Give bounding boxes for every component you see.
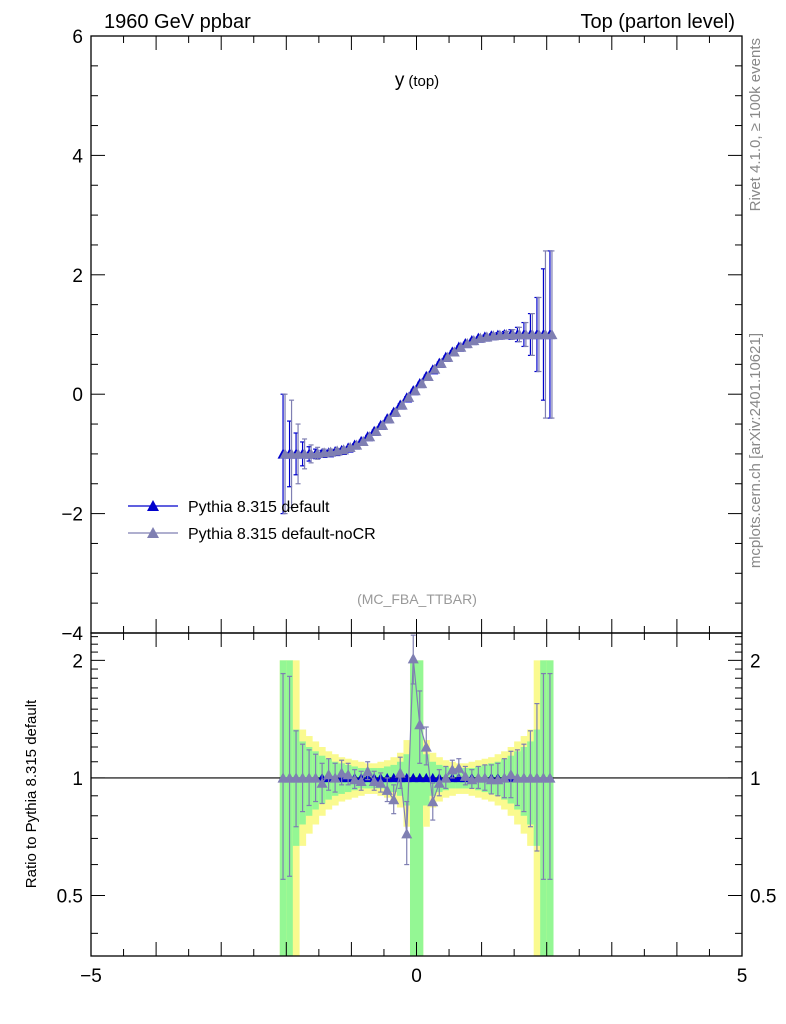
nocr-point bbox=[351, 439, 363, 450]
main-title-var: y bbox=[395, 70, 405, 91]
nocr-point bbox=[442, 351, 454, 362]
main-ytick-label: −2 bbox=[61, 505, 83, 526]
nocr-point bbox=[357, 435, 369, 447]
ratio-ytick-label-right: 2 bbox=[750, 651, 761, 672]
ratio-xtick-label: 0 bbox=[411, 966, 422, 987]
nocr-point bbox=[383, 413, 395, 424]
ratio-nocr-point bbox=[544, 772, 556, 783]
ratio-nocr-point bbox=[459, 770, 471, 781]
mcplots-label: mcplots.cern.ch [arXiv:2401.10621] bbox=[747, 333, 764, 568]
main-x-axis bbox=[90, 36, 743, 633]
nocr-point bbox=[422, 370, 434, 381]
ratio-ylabel: Ratio to Pythia 8.315 default bbox=[23, 699, 40, 888]
ratio-nocr-point bbox=[323, 769, 335, 780]
ratio-nocr-point bbox=[355, 775, 367, 787]
main-ytick-label: 2 bbox=[72, 266, 83, 287]
ratio-nocr-point bbox=[349, 774, 361, 785]
ratio-nocr-point bbox=[388, 794, 400, 805]
ratio-default-point bbox=[421, 772, 432, 783]
ratio-nocr-point bbox=[310, 772, 322, 783]
ratio-series-nocr bbox=[277, 634, 556, 880]
ratio-nocr-point bbox=[394, 767, 406, 778]
nocr-point bbox=[370, 425, 382, 436]
main-title: y (top) bbox=[395, 70, 439, 91]
legend: Pythia 8.315 default Pythia 8.315 defaul… bbox=[128, 499, 376, 543]
ratio-nocr-point bbox=[420, 741, 432, 752]
nocr-point bbox=[416, 377, 428, 389]
analysis-label: (MC_FBA_TTBAR) bbox=[357, 591, 477, 607]
nocr-point bbox=[396, 399, 408, 410]
main-ytick-label: 4 bbox=[72, 146, 83, 167]
ratio-nocr-point bbox=[414, 719, 426, 730]
ratio-ytick-label-left: 1 bbox=[72, 769, 83, 790]
ratio-ytick-label-right: 0.5 bbox=[750, 887, 776, 908]
ratio-nocr-point bbox=[453, 762, 465, 773]
ratio-nocr-point bbox=[440, 772, 452, 783]
main-frame bbox=[90, 35, 743, 634]
ratio-default-point bbox=[414, 772, 425, 783]
nocr-point bbox=[429, 363, 441, 374]
ratio-panel: 0.5 0.5 1 1 2 2 −5 0 5 Ratio to Pythia 8.315 de… bbox=[23, 632, 776, 987]
nocr-point bbox=[364, 431, 376, 442]
ratio-nocr-point bbox=[329, 772, 341, 783]
band-inner-bin bbox=[416, 660, 424, 956]
rivet-label: Rivet 4.1.0, ≥ 100k events bbox=[747, 38, 764, 211]
ratio-xtick-label: 5 bbox=[737, 966, 748, 987]
header-right-label: Top (parton level) bbox=[580, 11, 735, 33]
header-left-label: 1960 GeV ppbar bbox=[104, 11, 251, 33]
nocr-point bbox=[409, 385, 421, 396]
ratio-y-axis: 0.5 0.5 1 1 2 2 bbox=[57, 636, 776, 934]
nocr-point bbox=[546, 329, 558, 340]
ratio-nocr-point bbox=[336, 767, 348, 778]
main-y-axis: −4 −2 0 2 4 6 bbox=[61, 27, 742, 645]
ratio-nocr-point bbox=[401, 828, 413, 839]
ratio-nocr-point bbox=[498, 772, 510, 783]
ratio-nocr-point bbox=[433, 777, 445, 788]
ratio-default-point bbox=[408, 772, 419, 783]
ratio-x-axis: −5 0 5 bbox=[80, 633, 747, 987]
ratio-nocr-point bbox=[316, 777, 328, 788]
ratio-default-point bbox=[388, 772, 399, 783]
legend-marker-nocr bbox=[147, 527, 159, 538]
ratio-xtick-label: −5 bbox=[80, 966, 102, 987]
nocr-point bbox=[455, 341, 467, 352]
band-inner-bin bbox=[409, 660, 417, 956]
ratio-nocr-point bbox=[427, 796, 439, 807]
legend-label-default: Pythia 8.315 default bbox=[188, 499, 330, 516]
ratio-nocr-point bbox=[375, 777, 387, 788]
ratio-ytick-label-right: 1 bbox=[750, 769, 761, 790]
series-nocr bbox=[279, 250, 558, 515]
ratio-nocr-point bbox=[505, 769, 517, 780]
main-ytick-label: 6 bbox=[72, 27, 83, 48]
nocr-point bbox=[403, 391, 415, 402]
main-panel: y (top) (MC_FBA_TTBAR) −4 −2 0 2 4 6 Pythia 8.… bbox=[61, 27, 743, 645]
nocr-point bbox=[461, 337, 473, 349]
ratio-nocr-point bbox=[381, 784, 393, 795]
ratio-nocr-point bbox=[362, 765, 374, 776]
nocr-point bbox=[377, 419, 389, 430]
main-ytick-label: −4 bbox=[61, 624, 83, 645]
ratio-nocr-point bbox=[479, 772, 491, 783]
ratio-ytick-label-left: 2 bbox=[72, 651, 83, 672]
main-title-sub: (top) bbox=[408, 73, 439, 90]
nocr-point bbox=[448, 346, 460, 357]
legend-marker-default bbox=[147, 500, 159, 511]
nocr-point bbox=[390, 406, 402, 417]
legend-label-nocr: Pythia 8.315 default-noCR bbox=[188, 526, 376, 543]
ratio-nocr-point bbox=[342, 769, 354, 780]
ratio-frame bbox=[90, 632, 743, 957]
ratio-band bbox=[279, 660, 554, 956]
nocr-point bbox=[435, 357, 447, 368]
main-ytick-label: 0 bbox=[72, 385, 83, 406]
ratio-nocr-point bbox=[407, 653, 419, 664]
ratio-nocr-point bbox=[368, 775, 380, 787]
series-default bbox=[277, 250, 556, 515]
ratio-ytick-label-left: 0.5 bbox=[57, 887, 83, 908]
